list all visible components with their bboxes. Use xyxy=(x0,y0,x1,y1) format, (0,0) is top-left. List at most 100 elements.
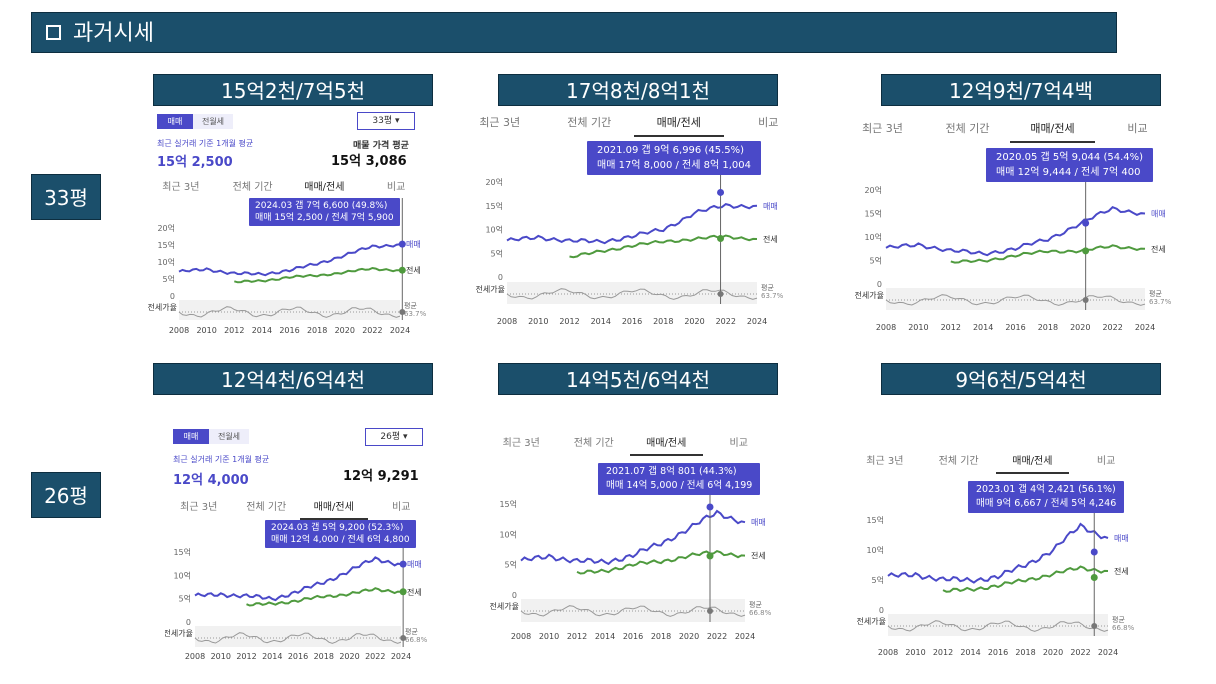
rent-series-line xyxy=(569,234,758,259)
row-label-33: 33평 xyxy=(31,174,101,220)
tab-compare[interactable]: 비교 xyxy=(386,182,406,193)
chart-tooltip: 2024.03 갭 7억 6,600 (49.8%) 매매 15억 2,500 … xyxy=(249,198,400,226)
tab-all-period[interactable]: 전체 기간 xyxy=(567,116,612,129)
avg-value: 66.8% xyxy=(1112,624,1135,632)
ratio-series-line xyxy=(194,632,402,644)
y-tick-label: 10억 xyxy=(173,570,191,580)
ratio-series-line xyxy=(885,294,1146,306)
y-tick-label: 10억 xyxy=(157,257,175,267)
chart-tooltip: 2021.09 갭 9억 6,996 (45.5%) 매매 17억 8,000 … xyxy=(587,141,761,175)
x-tick-label: 2012 xyxy=(941,323,961,332)
tooltip-line-1: 2024.03 갭 7억 6,600 (49.8%) xyxy=(255,201,388,211)
tab-recent-3y[interactable]: 최근 3년 xyxy=(180,502,218,513)
y-tick-label: 20억 xyxy=(485,177,503,187)
sale-legend-label: 매매 xyxy=(1114,534,1129,543)
x-tick-label: 2024 xyxy=(747,317,767,326)
ratio-band xyxy=(888,614,1108,636)
highlight-ratio-point xyxy=(1091,623,1098,629)
rent-legend-label: 전세 xyxy=(407,587,422,597)
tab-recent-3y[interactable]: 최근 3년 xyxy=(862,122,903,135)
ratio-series-line xyxy=(506,288,758,300)
tab-sale-rent[interactable]: 매매/전세 xyxy=(630,434,703,456)
chart-tabs: 최근 3년 전체 기간 매매/전세 비교 xyxy=(145,178,432,200)
tab-all-period[interactable]: 전체 기간 xyxy=(938,456,979,467)
avg-value: 66.8% xyxy=(405,636,428,644)
sale-series-line xyxy=(885,206,1146,257)
tab-recent-3y[interactable]: 최근 3년 xyxy=(479,116,521,129)
tab-all-period[interactable]: 전체 기간 xyxy=(232,182,273,193)
avg-value: 63.7% xyxy=(404,310,427,318)
rent-series-line xyxy=(942,565,1109,593)
tab-recent-3y[interactable]: 최근 3년 xyxy=(866,456,904,467)
tab-sale-rent[interactable]: 매매/전세 xyxy=(1010,120,1095,143)
highlight-rent-point xyxy=(706,552,714,560)
highlight-rent-point xyxy=(399,588,407,596)
chart-tooltip: 2024.03 갭 5억 9,200 (52.3%) 매매 12억 4,000 … xyxy=(265,520,416,548)
ratio-series-line xyxy=(887,620,1109,632)
chart-panel-3: 20억 15억 10억 5억 0 전세가율 평균 63.7% 매매 전세 2008 2010 2012 2… xyxy=(840,108,1180,340)
y-tick-label: 15억 xyxy=(485,201,503,211)
y-tick-label: 0 xyxy=(186,618,191,627)
tab-compare[interactable]: 비교 xyxy=(729,438,748,449)
tooltip-line-2: 매매 15억 2,500 / 전세 7억 5,900 xyxy=(255,213,394,223)
rent-legend-label: 전세 xyxy=(763,234,778,244)
chevron-down-icon: ▾ xyxy=(395,116,400,126)
x-tick-label: 2010 xyxy=(528,317,548,326)
tab-compare[interactable]: 비교 xyxy=(392,502,411,513)
x-tick-label: 2016 xyxy=(988,648,1008,657)
x-tick-label: 2012 xyxy=(224,326,244,335)
x-tick-label: 2010 xyxy=(539,632,559,641)
tooltip-line-1: 2020.05 갭 5억 9,044 (54.4%) xyxy=(996,152,1144,163)
highlight-sale-point xyxy=(398,240,406,248)
price-box-4: 12억4천/6억4천 xyxy=(153,363,433,395)
x-tick-label: 2018 xyxy=(314,652,334,661)
highlight-sale-point xyxy=(399,560,407,568)
tab-recent-3y[interactable]: 최근 3년 xyxy=(162,182,200,193)
tab-sale-rent[interactable]: 매매/전세 xyxy=(300,498,368,520)
tab-all-period[interactable]: 전체 기간 xyxy=(945,122,990,135)
rent-tab-button[interactable]: 전월세 xyxy=(193,114,233,129)
tooltip-line-1: 2021.09 갭 9억 6,996 (45.5%) xyxy=(597,145,745,156)
chart-panel-1: 20억 15억 10억 5억 0 전세가율 평균 63.7% 매매 전세 2008 2010 2012 2… xyxy=(145,108,432,340)
size-select[interactable]: 26평 ▾ xyxy=(365,428,423,446)
tab-recent-3y[interactable]: 최근 3년 xyxy=(502,438,540,449)
sale-tab-button[interactable]: 매매 xyxy=(157,114,193,129)
tab-sale-rent[interactable]: 매매/전세 xyxy=(995,452,1070,474)
x-tick-label: 2014 xyxy=(960,648,980,657)
y-tick-label: 5억 xyxy=(163,274,175,284)
tab-all-period[interactable]: 전체 기간 xyxy=(246,502,287,513)
listing-avg-value: 15억 3,086 xyxy=(331,154,407,169)
x-tick-label: 2020 xyxy=(679,632,699,641)
x-tick-label: 2022 xyxy=(1070,648,1090,657)
x-tick-label: 2008 xyxy=(511,632,531,641)
y-tick-label: 20억 xyxy=(864,185,882,195)
size-select-value: 26평 xyxy=(380,432,401,442)
sale-series-line xyxy=(506,203,758,245)
rent-series-line xyxy=(246,587,402,607)
y-tick-label: 0 xyxy=(512,591,517,600)
rent-tab-button[interactable]: 전월세 xyxy=(209,429,249,444)
ratio-band xyxy=(507,282,757,304)
highlight-sale-point xyxy=(1082,219,1090,227)
sale-tab-button[interactable]: 매매 xyxy=(173,429,209,444)
y-tick-label: 10억 xyxy=(866,545,884,555)
tab-all-period[interactable]: 전체 기간 xyxy=(573,438,614,449)
square-bullet-icon xyxy=(46,24,61,40)
size-select[interactable]: 33평 ▾ xyxy=(357,112,415,130)
tab-sale-rent[interactable]: 매매/전세 xyxy=(634,114,724,137)
chart-tabs: 최근 3년 전체 기간 매매/전세 비교 xyxy=(840,120,1180,143)
avg-label: 평균 xyxy=(761,283,774,292)
price-box-2: 17억8천/8억1천 xyxy=(498,74,778,106)
tab-compare[interactable]: 비교 xyxy=(758,116,779,129)
x-tick-label: 2008 xyxy=(876,323,896,332)
tab-compare[interactable]: 비교 xyxy=(1096,456,1116,467)
x-tick-label: 2010 xyxy=(905,648,925,657)
tab-sale-rent[interactable]: 매매/전세 xyxy=(288,178,361,200)
tab-compare[interactable]: 비교 xyxy=(1127,122,1148,135)
highlight-rent-point xyxy=(1090,573,1098,581)
y-tick-label: 20억 xyxy=(157,223,175,233)
rent-legend-label: 전세 xyxy=(406,265,421,275)
y-tick-label: 5억 xyxy=(505,560,517,570)
x-tick-label: 2018 xyxy=(651,632,671,641)
